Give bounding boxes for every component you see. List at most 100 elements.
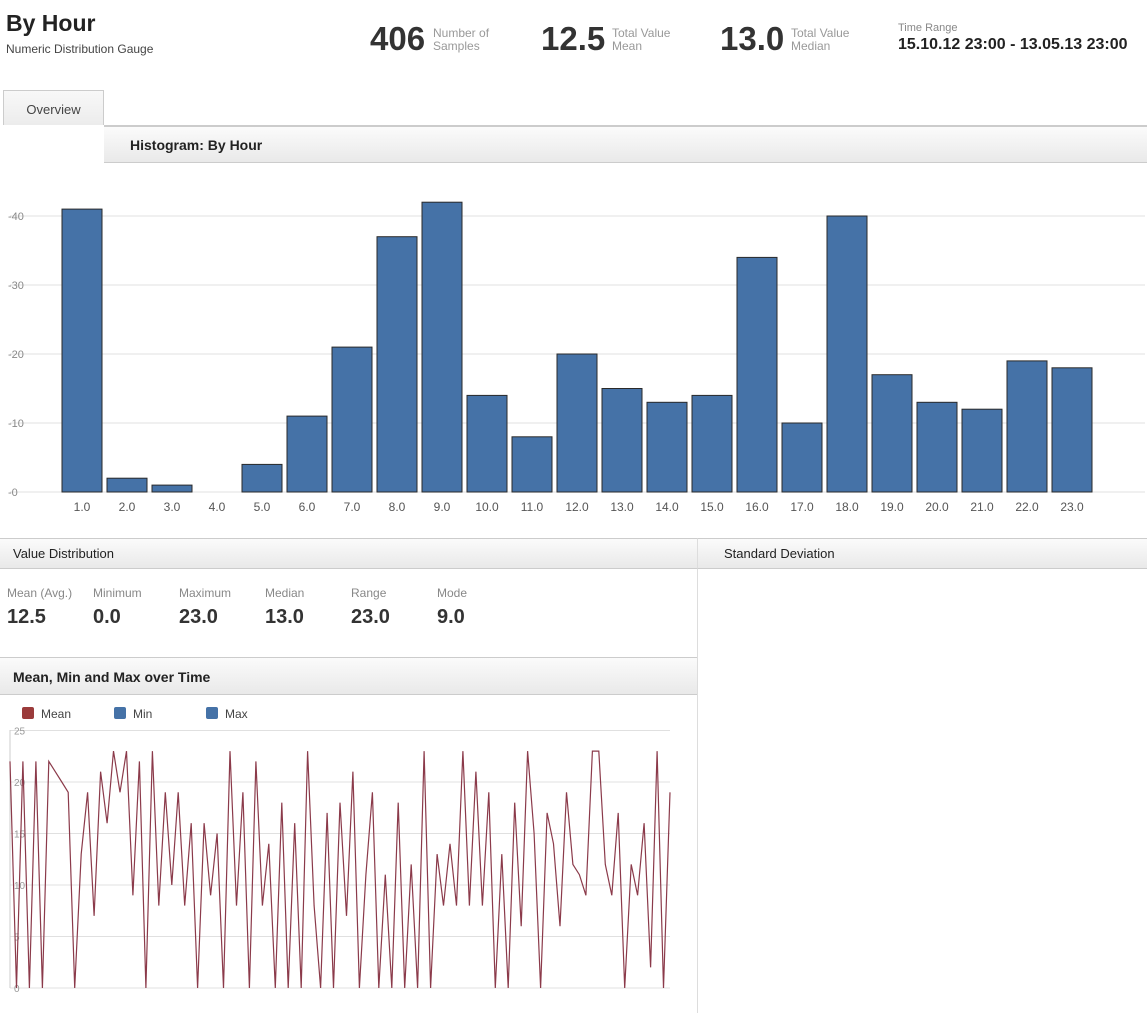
histogram-bar — [961, 408, 1003, 493]
stat-label-line: Total Value — [791, 26, 850, 40]
histogram-bar — [286, 415, 328, 493]
histogram-x-tick: 23.0 — [1060, 500, 1084, 514]
histogram-x-tick: 9.0 — [434, 500, 451, 514]
stat-label: Total Value Median — [791, 27, 849, 53]
histogram-bar — [736, 256, 778, 493]
histogram-bar — [916, 401, 958, 493]
vd-label: Mode — [437, 586, 468, 600]
stat-label-line: Median — [791, 39, 831, 53]
legend-swatch-min — [114, 707, 126, 719]
histogram-x-tick: 5.0 — [254, 500, 271, 514]
histogram-x-tick: 13.0 — [610, 500, 634, 514]
stat-label: Number of Samples — [433, 27, 489, 53]
histogram-bar — [781, 422, 823, 493]
vd-mean: Mean (Avg.) 12.5 — [7, 586, 72, 629]
histogram-bar — [511, 436, 553, 493]
histogram-x-tick: 3.0 — [164, 500, 181, 514]
histogram-bar — [106, 477, 148, 493]
legend-label-max[interactable]: Max — [225, 707, 248, 721]
histogram-bar — [421, 201, 463, 493]
vd-label: Range — [351, 586, 387, 600]
tab-overview[interactable]: Overview — [3, 90, 104, 125]
histogram-x-tick: 18.0 — [835, 500, 859, 514]
legend-label-min[interactable]: Min — [133, 707, 153, 721]
histogram-x-tick: 4.0 — [209, 500, 226, 514]
histogram-bar — [331, 346, 373, 493]
vd-value: 23.0 — [351, 606, 390, 628]
histogram-chart: -0 -10 -20 -30 -40 1.0 2.0 3.0 4.0 5.0 6.0 7.0 8.0 9.… — [8, 201, 1145, 514]
histogram-x-tick: 16.0 — [745, 500, 769, 514]
histogram-bar — [61, 208, 103, 493]
legend-label-mean[interactable]: Mean — [41, 707, 72, 721]
time-range-label: Time Range — [898, 22, 958, 34]
stat-label-line: Mean — [612, 39, 643, 53]
histogram-x-tick: 7.0 — [344, 500, 361, 514]
line-y-tick: 5 — [14, 933, 20, 944]
stat-label-line: Number of — [433, 26, 490, 40]
histogram-x-tick: 15.0 — [700, 500, 724, 514]
histogram-x-tick: 21.0 — [970, 500, 994, 514]
histogram-bar — [556, 353, 598, 493]
histogram-y-tick: -40 — [8, 211, 24, 223]
histogram-bar — [1006, 360, 1048, 493]
histogram-x-tick: 22.0 — [1015, 500, 1039, 514]
tab-divider — [104, 125, 1147, 126]
standard-deviation-header: Standard Deviation — [697, 538, 1147, 569]
histogram-y-tick: -30 — [8, 280, 24, 292]
histogram-header: Histogram: By Hour — [104, 126, 1147, 163]
histogram-x-tick: 8.0 — [389, 500, 406, 514]
stat-samples: 406 — [370, 20, 425, 58]
vd-label: Median — [265, 586, 305, 600]
vd-median: Median 13.0 — [265, 586, 304, 629]
stat-label-line: Total Value — [612, 26, 671, 40]
line-y-tick: 15 — [14, 830, 26, 841]
time-range-value: 15.10.12 23:00 - 13.05.13 23:00 — [898, 36, 1128, 53]
histogram-bar — [241, 463, 283, 493]
histogram-x-tick: 1.0 — [74, 500, 91, 514]
stat-value: 406 — [370, 20, 426, 57]
histogram-bar — [871, 374, 913, 493]
stat-mean: 12.5 — [541, 20, 605, 58]
vd-mode: Mode 9.0 — [437, 586, 467, 629]
histogram-bar — [466, 394, 508, 493]
vd-value: 23.0 — [179, 606, 218, 628]
stat-label-line: Samples — [433, 39, 480, 53]
histogram-x-tick: 6.0 — [299, 500, 316, 514]
histogram-bar — [646, 401, 688, 493]
line-y-tick: 20 — [14, 778, 26, 789]
value-distribution-header: Value Distribution — [0, 538, 697, 569]
vd-value: 9.0 — [437, 606, 465, 628]
histogram-bar — [151, 484, 193, 493]
stat-label: Total Value Mean — [612, 27, 670, 53]
vd-value: 12.5 — [7, 606, 46, 628]
histogram-y-tick: -0 — [8, 487, 18, 499]
column-divider — [697, 569, 698, 1013]
histogram-bar — [826, 215, 868, 493]
histogram-y-tick: -20 — [8, 349, 24, 361]
stat-value: 12.5 — [541, 20, 606, 57]
histogram-bar — [376, 236, 418, 493]
histogram-x-tick: 19.0 — [880, 500, 904, 514]
vd-value: 0.0 — [93, 606, 121, 628]
stat-median: 13.0 — [720, 20, 784, 58]
vd-label: Maximum — [179, 586, 232, 600]
legend-swatch-mean — [22, 707, 34, 719]
line-y-tick: 25 — [14, 727, 26, 738]
mean-min-max-header: Mean, Min and Max over Time — [0, 657, 697, 695]
histogram-x-tick: 11.0 — [521, 500, 544, 514]
histogram-bar — [601, 388, 643, 493]
vd-minimum: Minimum 0.0 — [93, 586, 142, 629]
histogram-x-tick: 2.0 — [119, 500, 136, 514]
histogram-bar — [691, 394, 733, 493]
histogram-y-tick: -10 — [8, 418, 24, 430]
vd-value: 13.0 — [265, 606, 304, 628]
histogram-x-tick: 17.0 — [790, 500, 814, 514]
histogram-bar — [1051, 367, 1093, 493]
mean-series-line — [9, 750, 671, 989]
page-title: By Hour — [6, 10, 96, 36]
line-y-tick: 0 — [14, 984, 20, 995]
vd-range: Range 23.0 — [351, 586, 390, 629]
stat-value: 13.0 — [720, 20, 785, 57]
vd-label: Mean (Avg.) — [7, 586, 73, 600]
